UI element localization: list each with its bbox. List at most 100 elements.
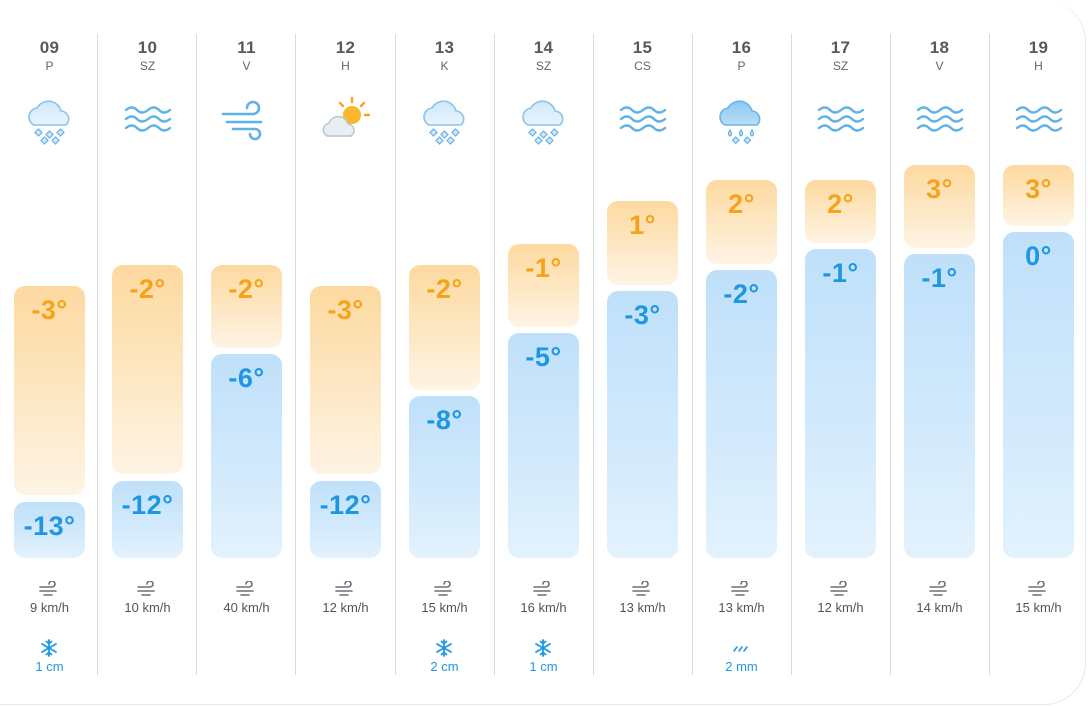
day-column[interactable]: 17 SZ 2° -1° 12 km/h	[791, 34, 890, 675]
fog-icon	[615, 92, 671, 148]
sleet-cloud-icon	[714, 92, 770, 148]
day-number: 09	[39, 38, 60, 57]
fog-icon	[813, 92, 869, 148]
weekday-label: V	[242, 59, 251, 73]
wind-speed: 12 km/h	[817, 600, 864, 615]
wind-speed: 12 km/h	[322, 600, 369, 615]
min-temp-value: -1°	[822, 258, 859, 288]
min-temp-bar: -8°	[409, 396, 480, 558]
wind-icon	[136, 581, 158, 597]
min-temp-bar: -6°	[211, 354, 282, 558]
min-temp-bar: -2°	[706, 270, 777, 558]
max-temp-bar: -2°	[112, 265, 183, 474]
wind-icon	[219, 92, 275, 148]
wind-speed: 10 km/h	[124, 600, 171, 615]
day-column[interactable]: 14 SZ -1° -5° 16 km/h 1 cm	[494, 34, 593, 675]
wind-speed: 15 km/h	[421, 600, 468, 615]
max-temp-bar: 2°	[805, 180, 876, 243]
min-temp-bar: -5°	[508, 333, 579, 558]
min-temp-value: -12°	[121, 490, 174, 520]
wind-icon	[433, 581, 455, 597]
min-temp-bar: -1°	[805, 249, 876, 558]
day-number: 13	[434, 38, 455, 57]
day-column[interactable]: 09 P -3° -13° 9 km/h 1 cm	[0, 34, 99, 675]
day-number: 12	[335, 38, 356, 57]
weekday-label: SZ	[832, 59, 849, 73]
precipitation-amount: 1 cm	[529, 659, 558, 674]
wind-icon	[730, 581, 752, 597]
max-temp-bar: 1°	[607, 201, 678, 285]
wind-speed: 16 km/h	[520, 600, 567, 615]
max-temp-value: -3°	[327, 295, 364, 325]
max-temp-bar: 3°	[904, 165, 975, 248]
min-temp-bar: -12°	[112, 481, 183, 558]
max-temp-value: 3°	[926, 174, 953, 204]
snowflake-icon	[533, 638, 553, 658]
snow-cloud-icon	[22, 92, 78, 148]
max-temp-value: -3°	[31, 295, 68, 325]
wind-icon	[532, 581, 554, 597]
column-divider	[295, 34, 296, 675]
min-temp-bar: -1°	[904, 254, 975, 558]
column-divider	[494, 34, 495, 675]
max-temp-bar: 3°	[1003, 165, 1074, 226]
max-temp-value: 1°	[629, 210, 656, 240]
max-temp-value: -2°	[129, 274, 166, 304]
weekday-label: H	[341, 59, 350, 73]
max-temp-bar: -2°	[211, 265, 282, 348]
fog-icon	[120, 92, 176, 148]
weekday-label: P	[45, 59, 54, 73]
min-temp-value: -2°	[723, 279, 760, 309]
column-divider	[593, 34, 594, 675]
max-temp-bar: -1°	[508, 244, 579, 327]
weekday-label: K	[440, 59, 449, 73]
day-column[interactable]: 16 P 2° -2° 13 km/h 2 mm	[692, 34, 791, 675]
day-number: 17	[830, 38, 851, 57]
column-divider	[791, 34, 792, 675]
wind-speed: 13 km/h	[718, 600, 765, 615]
weekday-label: H	[1034, 59, 1043, 73]
min-temp-value: -8°	[426, 405, 463, 435]
precipitation-amount: 2 cm	[430, 659, 459, 674]
weekday-label: SZ	[139, 59, 156, 73]
min-temp-value: -13°	[23, 511, 76, 541]
min-temp-bar: -12°	[310, 481, 381, 558]
day-column[interactable]: 15 CS 1° -3° 13 km/h	[593, 34, 692, 675]
day-number: 18	[929, 38, 950, 57]
day-number: 11	[237, 38, 256, 57]
max-temp-value: 3°	[1025, 174, 1052, 204]
day-number: 16	[731, 38, 752, 57]
weekday-label: SZ	[535, 59, 552, 73]
snowflake-icon	[39, 638, 59, 658]
fog-icon	[1011, 92, 1067, 148]
max-temp-value: -1°	[525, 253, 562, 283]
wind-speed: 13 km/h	[619, 600, 666, 615]
day-column[interactable]: 11 V -2° -6° 40 km/h	[197, 34, 296, 675]
column-divider	[97, 34, 98, 675]
max-temp-bar: -3°	[310, 286, 381, 474]
precipitation-amount: 1 cm	[35, 659, 64, 674]
min-temp-value: -12°	[319, 490, 372, 520]
weekday-label: CS	[634, 59, 651, 73]
min-temp-value: -6°	[228, 363, 265, 393]
column-divider	[989, 34, 990, 675]
wind-icon	[38, 581, 60, 597]
wind-icon	[829, 581, 851, 597]
min-temp-value: -1°	[921, 263, 958, 293]
precipitation-amount: 2 mm	[725, 659, 758, 674]
min-temp-bar: -13°	[14, 502, 85, 558]
snow-cloud-icon	[417, 92, 473, 148]
wind-icon	[334, 581, 356, 597]
max-temp-value: -2°	[228, 274, 265, 304]
max-temp-value: 2°	[728, 189, 755, 219]
column-divider	[692, 34, 693, 675]
max-temp-value: 2°	[827, 189, 854, 219]
day-column[interactable]: 13 K -2° -8° 15 km/h 2 cm	[395, 34, 494, 675]
day-column[interactable]: 18 V 3° -1° 14 km/h	[890, 34, 989, 675]
day-column[interactable]: 12 H -3° -12° 12 km/h	[296, 34, 395, 675]
day-column[interactable]: 10 SZ -2° -12° 10 km/h	[98, 34, 197, 675]
max-temp-bar: -2°	[409, 265, 480, 390]
max-temp-value: -2°	[426, 274, 463, 304]
day-column[interactable]: 19 H 3° 0° 15 km/h	[989, 34, 1088, 675]
